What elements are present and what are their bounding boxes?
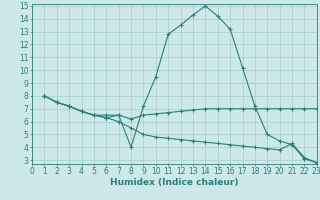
X-axis label: Humidex (Indice chaleur): Humidex (Indice chaleur) <box>110 178 239 187</box>
